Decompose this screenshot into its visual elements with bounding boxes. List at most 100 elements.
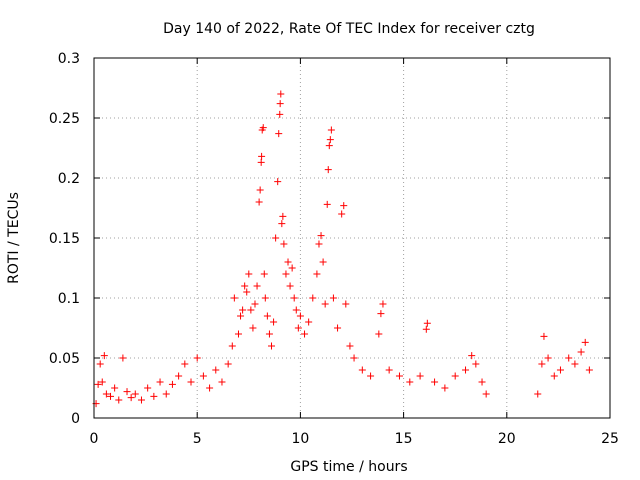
x-tick-label: 5 bbox=[193, 431, 202, 447]
data-point bbox=[241, 282, 249, 290]
data-point bbox=[305, 318, 313, 326]
data-point bbox=[256, 186, 264, 194]
y-tick-label: 0.3 bbox=[58, 51, 80, 67]
x-axis-label: GPS time / hours bbox=[290, 459, 407, 475]
data-point bbox=[282, 270, 290, 278]
data-point bbox=[406, 378, 414, 386]
data-point bbox=[276, 110, 284, 118]
y-axis-label: ROTI / TECUs bbox=[6, 192, 22, 284]
data-point bbox=[468, 352, 476, 360]
data-point bbox=[263, 312, 271, 320]
data-point bbox=[478, 378, 486, 386]
data-point bbox=[199, 372, 207, 380]
data-point bbox=[245, 270, 253, 278]
data-point bbox=[319, 258, 327, 266]
data-point bbox=[377, 310, 385, 318]
data-point bbox=[224, 360, 232, 368]
x-tick-label: 20 bbox=[498, 431, 516, 447]
data-point bbox=[375, 330, 383, 338]
data-point bbox=[294, 324, 302, 332]
data-point bbox=[315, 240, 323, 248]
data-point bbox=[265, 330, 273, 338]
data-point bbox=[270, 318, 278, 326]
data-point bbox=[385, 366, 393, 374]
data-point bbox=[137, 396, 145, 404]
data-point bbox=[286, 282, 294, 290]
grid-lines bbox=[94, 58, 610, 418]
data-point bbox=[325, 142, 333, 150]
x-tick-label: 10 bbox=[291, 431, 309, 447]
data-point bbox=[321, 300, 329, 308]
data-point bbox=[556, 366, 564, 374]
data-point bbox=[451, 372, 459, 380]
data-point bbox=[571, 360, 579, 368]
y-tick-labels: 0 0.05 0.1 0.15 0.2 0.25 0.3 bbox=[49, 51, 80, 427]
data-point bbox=[309, 294, 317, 302]
data-point bbox=[327, 126, 335, 134]
data-point bbox=[175, 372, 183, 380]
data-point bbox=[261, 294, 269, 302]
y-tick-label: 0.05 bbox=[49, 351, 80, 367]
x-tick-label: 0 bbox=[90, 431, 99, 447]
data-point bbox=[296, 312, 304, 320]
data-point bbox=[275, 130, 283, 138]
data-point bbox=[268, 342, 276, 350]
x-tick-label: 25 bbox=[601, 431, 619, 447]
data-point bbox=[255, 198, 263, 206]
data-point bbox=[288, 264, 296, 272]
data-point bbox=[422, 325, 430, 333]
data-points bbox=[92, 90, 593, 408]
data-point bbox=[156, 378, 164, 386]
axis-ticks bbox=[93, 57, 611, 419]
data-point bbox=[565, 354, 573, 362]
data-point bbox=[540, 332, 548, 340]
data-point bbox=[168, 380, 176, 388]
data-point bbox=[416, 372, 424, 380]
data-point bbox=[107, 392, 115, 400]
data-point bbox=[441, 384, 449, 392]
data-point bbox=[274, 178, 282, 186]
data-point bbox=[144, 384, 152, 392]
data-point bbox=[228, 342, 236, 350]
data-point bbox=[482, 390, 490, 398]
data-point bbox=[131, 390, 139, 398]
data-point bbox=[162, 390, 170, 398]
data-point bbox=[313, 270, 321, 278]
data-point bbox=[258, 152, 266, 160]
data-point bbox=[102, 390, 110, 398]
data-point bbox=[550, 372, 558, 380]
data-point bbox=[100, 352, 108, 360]
data-point bbox=[346, 342, 354, 350]
data-point bbox=[324, 166, 332, 174]
data-point bbox=[212, 366, 220, 374]
x-tick-label: 15 bbox=[395, 431, 413, 447]
data-point bbox=[115, 396, 123, 404]
data-point bbox=[249, 324, 257, 332]
data-point bbox=[119, 354, 127, 362]
data-point bbox=[462, 366, 470, 374]
data-point bbox=[350, 354, 358, 362]
data-point bbox=[251, 300, 259, 308]
data-point bbox=[187, 378, 195, 386]
data-point bbox=[431, 378, 439, 386]
data-point bbox=[323, 200, 331, 208]
data-point bbox=[326, 136, 334, 144]
y-tick-label: 0.1 bbox=[58, 291, 80, 307]
data-point bbox=[239, 306, 247, 314]
data-point bbox=[423, 319, 431, 327]
data-point bbox=[292, 306, 300, 314]
data-point bbox=[259, 124, 267, 132]
data-point bbox=[253, 282, 261, 290]
data-point bbox=[585, 366, 593, 374]
data-point bbox=[218, 378, 226, 386]
data-point bbox=[206, 384, 214, 392]
data-point bbox=[150, 392, 158, 400]
data-point bbox=[317, 232, 325, 240]
data-point bbox=[395, 372, 403, 380]
data-point bbox=[367, 372, 375, 380]
data-point bbox=[284, 258, 292, 266]
data-point bbox=[358, 366, 366, 374]
data-point bbox=[290, 294, 298, 302]
data-point bbox=[472, 360, 480, 368]
